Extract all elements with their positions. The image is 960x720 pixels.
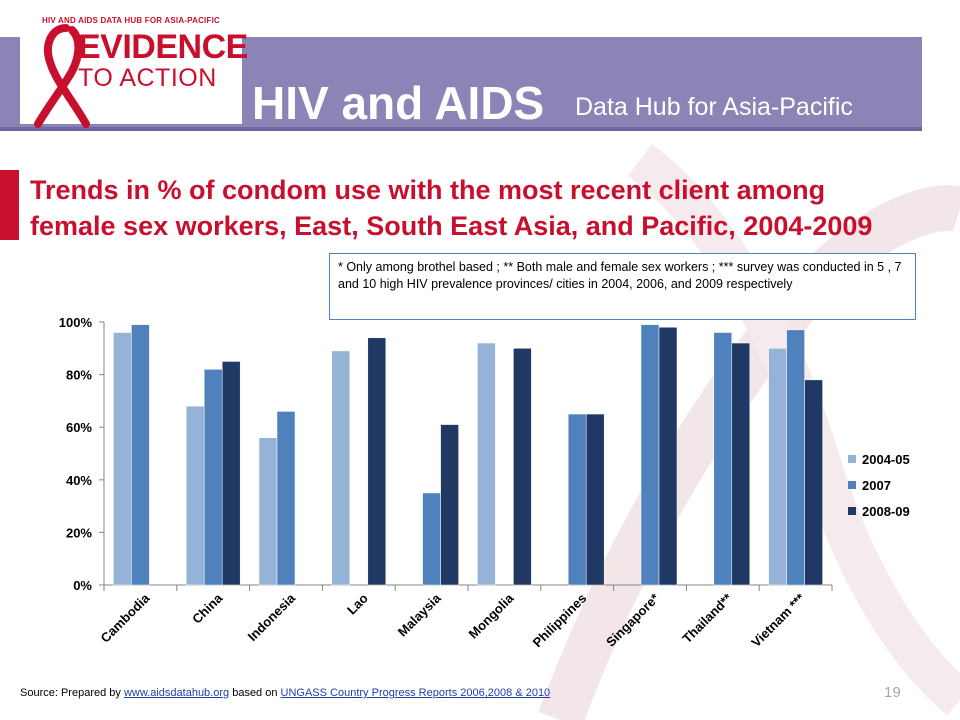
x-tick-label: Philippines	[530, 591, 590, 651]
slide-title: Trends in % of condom use with the most …	[30, 175, 873, 241]
logo	[20, 6, 242, 124]
title-accent-bar	[0, 170, 19, 240]
bar	[658, 327, 678, 586]
bar	[367, 337, 387, 586]
bar-chart: 0% 20% 40% 60% 80% 100% Cambodia China Indonesia…	[59, 315, 910, 651]
source-mid: based on	[232, 687, 278, 699]
legend-swatch	[848, 455, 856, 463]
x-tick-label: Thailand**	[679, 590, 735, 646]
y-tick-label: 80%	[66, 368, 92, 383]
bar	[567, 413, 587, 586]
bar	[804, 379, 823, 586]
legend-label: 2008-09	[862, 504, 910, 519]
header-title: HIV and AIDS	[252, 77, 545, 129]
bar	[731, 342, 751, 586]
bar	[258, 437, 278, 586]
x-tick-label: China	[189, 590, 226, 627]
x-tick-label: Singapore*	[603, 590, 663, 650]
logo-text-evidence: EVIDENCE	[78, 28, 248, 66]
bar	[768, 348, 787, 586]
ungass-reports-link[interactable]: UNGASS Country Progress Reports 2006,200…	[280, 687, 551, 699]
aidsdatahub-link[interactable]: www.aidsdatahub.org	[123, 687, 230, 699]
bar	[640, 324, 660, 586]
bar	[276, 411, 296, 586]
bar	[203, 369, 223, 586]
y-tick-label: 40%	[66, 473, 92, 488]
header-subtitle: Data Hub for Asia-Pacific	[575, 93, 853, 121]
bar	[513, 348, 532, 586]
bar	[713, 332, 733, 586]
legend-swatch	[848, 507, 856, 515]
bar	[131, 324, 150, 586]
legend-swatch	[848, 481, 856, 489]
logo-tagline: HIV AND AIDS DATA HUB FOR ASIA-PACIFIC	[42, 16, 220, 25]
source-prefix: Source: Prepared by	[20, 687, 121, 699]
y-tick-label: 100%	[59, 315, 93, 330]
y-tick-label: 60%	[66, 420, 92, 435]
bar	[585, 413, 605, 586]
bar	[221, 361, 241, 586]
red-ribbon-icon	[34, 24, 90, 128]
footnote-box: * Only among brothel based ; ** Both mal…	[329, 253, 916, 320]
x-tick-label: Lao	[344, 590, 371, 617]
bar	[113, 332, 132, 586]
bar	[440, 424, 459, 586]
bar	[477, 342, 496, 586]
source-note: Source: Prepared by www.aidsdatahub.org …	[20, 687, 550, 699]
bar	[786, 329, 805, 586]
y-tick-label: 0%	[73, 578, 92, 593]
bar	[331, 350, 351, 586]
page-number: 19	[884, 684, 901, 701]
y-tick-label: 20%	[66, 525, 92, 540]
legend-label: 2004-05	[862, 452, 910, 467]
x-tick-label: Indonesia	[245, 590, 299, 644]
x-tick-label: Mongolia	[466, 590, 517, 641]
x-tick-label: Cambodia	[97, 590, 153, 646]
bar	[422, 492, 441, 586]
bar	[185, 405, 205, 586]
legend-label: 2007	[862, 478, 891, 493]
logo-text-to-action: TO ACTION	[78, 64, 217, 92]
x-tick-label: Malaysia	[395, 590, 444, 639]
x-tick-label: Vietnam ***	[748, 590, 808, 650]
